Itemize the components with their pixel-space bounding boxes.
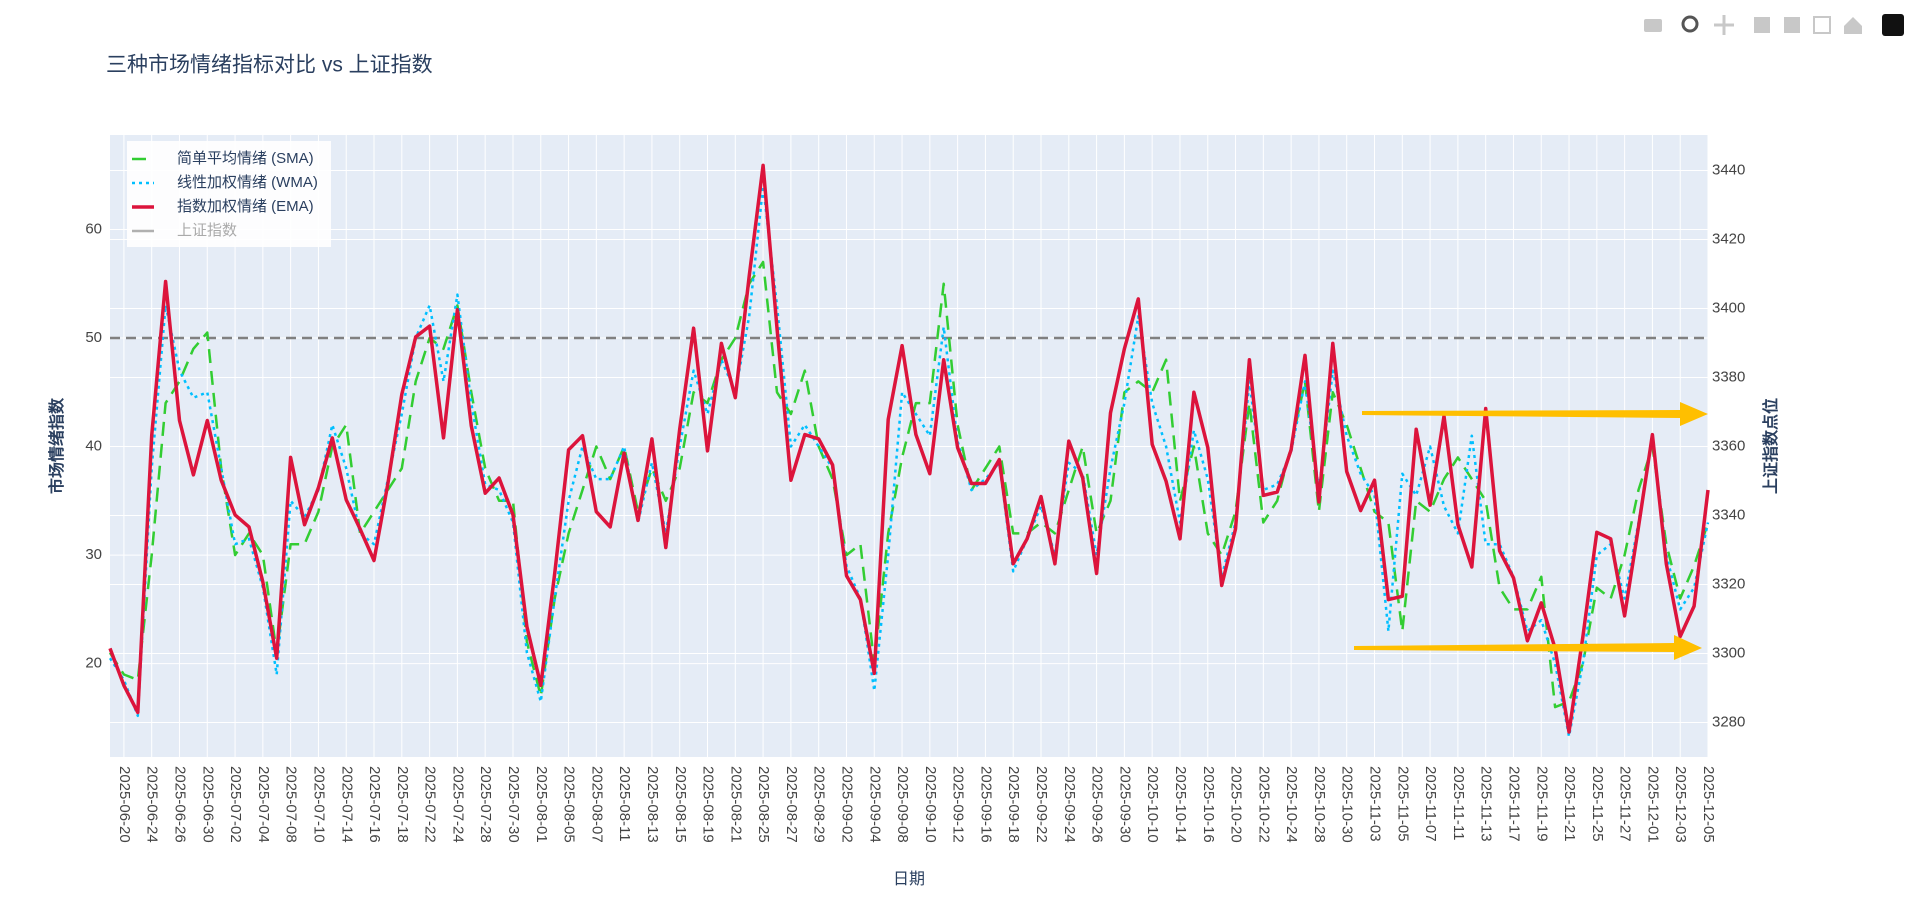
x-tick-label: 2025-12-03 [1672, 766, 1689, 843]
x-tick-label: 2025-10-30 [1339, 766, 1356, 843]
x-tick-label: 2025-07-28 [477, 766, 494, 843]
y-tick-label: 30 [85, 546, 102, 563]
arrow [1362, 402, 1708, 426]
x-tick-label: 2025-08-07 [588, 766, 605, 843]
zoom-out-icon[interactable] [1784, 17, 1800, 33]
x-tick-label: 2025-09-22 [1033, 766, 1050, 843]
x-tick-label: 2025-08-19 [700, 766, 717, 843]
y2-tick-label: 3280 [1712, 713, 1745, 730]
x-tick-label: 2025-11-07 [1422, 766, 1439, 842]
legend-label: 简单平均情绪 (SMA) [177, 150, 314, 167]
modebar [1644, 14, 1904, 36]
x-tick-label: 2025-11-05 [1394, 766, 1411, 842]
x-tick-label: 2025-09-10 [922, 766, 939, 843]
x-tick-label: 2025-09-12 [950, 766, 967, 843]
x-tick-label: 2025-11-17 [1505, 766, 1522, 842]
x-tick-label: 2025-08-05 [561, 766, 578, 843]
zoom-icon[interactable] [1681, 15, 1699, 33]
x-tick-label: 2025-10-20 [1228, 766, 1245, 843]
y-tick-label: 20 [85, 655, 102, 672]
x-tick-label: 2025-10-14 [1172, 766, 1189, 843]
y-tick-label: 50 [85, 329, 102, 346]
legend-box [127, 141, 331, 247]
x-axis-title: 日期 [893, 870, 925, 888]
y-axis-title: 市场情绪指数 [47, 397, 66, 494]
annotation-arrows [1354, 402, 1708, 660]
x-tick-label: 2025-08-13 [644, 766, 661, 843]
zoom-in-icon[interactable] [1754, 17, 1770, 33]
x-tick-label: 2025-09-26 [1089, 766, 1106, 843]
legend-label: 指数加权情绪 (EMA) [177, 198, 314, 215]
x-tick-label: 2025-08-25 [755, 766, 772, 843]
x-tick-label: 2025-08-21 [727, 766, 744, 843]
x-tick-label: 2025-09-30 [1116, 766, 1133, 843]
series-line [108, 184, 1710, 738]
x-tick-label: 2025-08-29 [811, 766, 828, 843]
x-tick-label: 2025-11-11 [1450, 766, 1467, 841]
y2-tick-label: 3440 [1712, 162, 1745, 179]
camera-icon[interactable] [1644, 19, 1662, 32]
x-tick-label: 2025-07-14 [338, 766, 355, 843]
x-tick-label: 2025-07-18 [394, 766, 411, 843]
x-tick-label: 2025-07-16 [366, 766, 383, 843]
x-tick-label: 2025-08-11 [616, 766, 633, 842]
pan-icon[interactable] [1714, 15, 1734, 35]
chart-title: 三种市场情绪指标对比 vs 上证指数 [106, 54, 433, 77]
y2-tick-label: 3360 [1712, 437, 1745, 454]
x-tick-label: 2025-07-24 [449, 766, 466, 843]
x-tick-label: 2025-07-30 [505, 766, 522, 843]
plotly-logo[interactable] [1882, 14, 1904, 36]
x-tick-label: 2025-12-01 [1644, 766, 1661, 843]
x-tick-label: 2025-09-16 [977, 766, 994, 843]
x-tick-label: 2025-07-22 [422, 766, 439, 843]
x-tick-label: 2025-12-05 [1700, 766, 1717, 843]
x-tick-label: 2025-08-01 [533, 766, 550, 843]
x-tick-label: 2025-10-24 [1283, 766, 1300, 843]
x-tick-label: 2025-10-10 [1144, 766, 1161, 843]
y2-tick-label: 3380 [1712, 368, 1745, 385]
x-tick-label: 2025-09-02 [839, 766, 856, 843]
x-tick-label: 2025-11-03 [1367, 766, 1384, 842]
x-tick-label: 2025-07-08 [283, 766, 300, 843]
y2-tick-label: 3400 [1712, 299, 1745, 316]
x-tick-label: 2025-06-20 [116, 766, 133, 843]
y2-tick-label: 3320 [1712, 575, 1745, 592]
x-tick-label: 2025-10-28 [1311, 766, 1328, 843]
x-tick-label: 2025-07-10 [310, 766, 327, 843]
x-tick-label: 2025-08-27 [783, 766, 800, 843]
x-tick-label: 2025-11-19 [1533, 766, 1550, 842]
x-tick-label: 2025-06-30 [199, 766, 216, 843]
y2-axis-title: 上证指数点位 [1761, 398, 1780, 494]
x-tick-label: 2025-09-24 [1061, 766, 1078, 843]
y2-tick-label: 3300 [1712, 644, 1745, 661]
x-tick-label: 2025-07-04 [255, 766, 272, 843]
autoscale-icon[interactable] [1813, 16, 1831, 34]
series-line [108, 163, 1710, 734]
x-tick-label: 2025-09-08 [894, 766, 911, 843]
y-tick-label: 60 [85, 220, 102, 237]
x-tick-label: 2025-08-15 [672, 766, 689, 843]
x-tick-label: 2025-10-22 [1255, 766, 1272, 843]
x-tick-label: 2025-07-02 [227, 766, 244, 843]
series-line [108, 260, 1710, 709]
x-tick-label: 2025-09-18 [1005, 766, 1022, 843]
legend-label: 上证指数 [177, 222, 237, 239]
reset-icon[interactable] [1844, 17, 1862, 34]
x-tick-label: 2025-06-26 [172, 766, 189, 843]
legend-label: 线性加权情绪 (WMA) [177, 174, 318, 191]
x-tick-label: 2025-10-16 [1200, 766, 1217, 843]
y2-tick-label: 3420 [1712, 230, 1745, 247]
x-tick-label: 2025-09-04 [866, 766, 883, 843]
arrow [1354, 635, 1702, 660]
y2-tick-label: 3340 [1712, 506, 1745, 523]
x-tick-label: 2025-11-21 [1561, 766, 1578, 842]
x-tick-label: 2025-11-25 [1589, 766, 1606, 842]
x-tick-label: 2025-11-13 [1478, 766, 1495, 842]
x-tick-label: 2025-06-24 [144, 766, 161, 843]
x-tick-label: 2025-11-27 [1617, 766, 1634, 842]
y-tick-label: 40 [85, 438, 102, 455]
